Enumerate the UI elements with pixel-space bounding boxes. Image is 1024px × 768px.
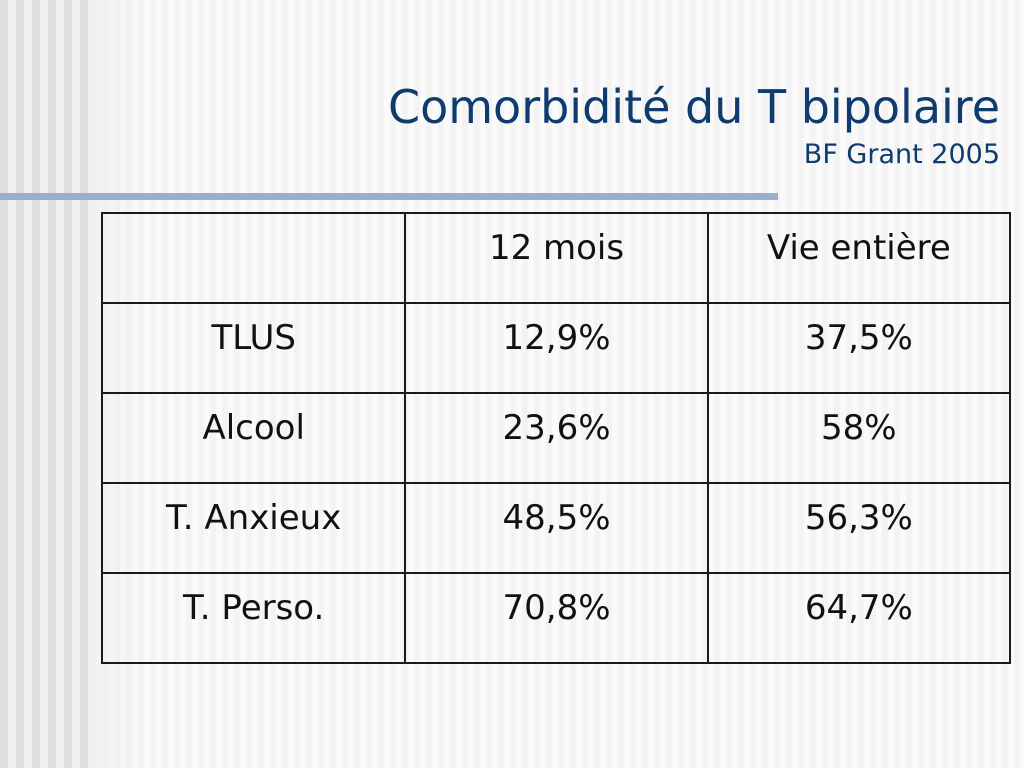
table-cell: 12,9% bbox=[404, 302, 709, 394]
table-row: T. Perso. 70,8% 64,7% bbox=[100, 572, 1012, 664]
row-label: T. Perso. bbox=[100, 572, 407, 664]
header-cell-12-mois: 12 mois bbox=[404, 212, 709, 304]
title-divider bbox=[0, 193, 778, 200]
slide-title: Comorbidité du T bipolaire bbox=[387, 80, 1000, 134]
table-row: TLUS 12,9% 37,5% bbox=[100, 302, 1012, 394]
background-stripes bbox=[0, 0, 150, 768]
table-cell: 58% bbox=[706, 392, 1012, 484]
table-cell: 56,3% bbox=[706, 482, 1012, 574]
title-block: Comorbidité du T bipolaire BF Grant 2005 bbox=[388, 78, 1000, 172]
header-cell-empty bbox=[100, 212, 407, 304]
table-cell: 64,7% bbox=[706, 572, 1012, 664]
row-label: Alcool bbox=[100, 392, 407, 484]
table-row: T. Anxieux 48,5% 56,3% bbox=[100, 482, 1012, 574]
table-cell: 70,8% bbox=[404, 572, 709, 664]
table-cell: 48,5% bbox=[404, 482, 709, 574]
table-cell: 37,5% bbox=[706, 302, 1012, 394]
row-label: T. Anxieux bbox=[100, 482, 407, 574]
table-cell: 23,6% bbox=[404, 392, 709, 484]
slide-subtitle: BF Grant 2005 bbox=[803, 139, 1000, 170]
table-header-row: 12 mois Vie entière bbox=[100, 212, 1012, 304]
header-cell-vie-entiere: Vie entière bbox=[706, 212, 1012, 304]
table-row: Alcool 23,6% 58% bbox=[100, 392, 1012, 484]
comorbidity-table: 12 mois Vie entière TLUS 12,9% 37,5% Alc… bbox=[100, 212, 1012, 664]
row-label: TLUS bbox=[100, 302, 407, 394]
